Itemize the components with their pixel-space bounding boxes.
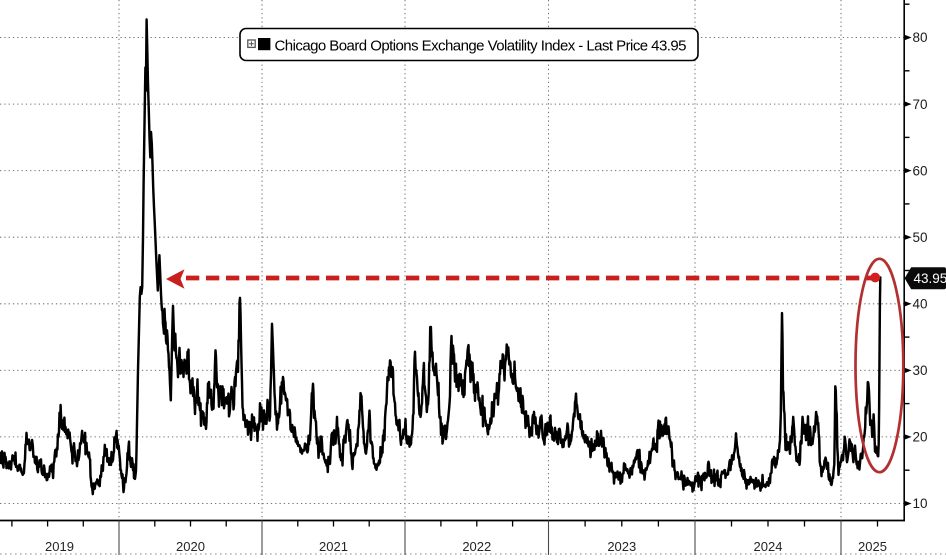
svg-text:Chicago Board Options Exchange: Chicago Board Options Exchange Volatilit… [275,37,687,54]
svg-text:2022: 2022 [462,539,491,554]
svg-text:2024: 2024 [754,539,783,554]
svg-text:20: 20 [913,430,928,445]
svg-text:10: 10 [913,496,928,511]
svg-text:70: 70 [913,97,928,112]
svg-text:43.95: 43.95 [914,271,946,286]
svg-text:2019: 2019 [45,539,74,554]
svg-text:30: 30 [913,363,928,378]
svg-text:60: 60 [913,163,928,178]
svg-text:40: 40 [913,297,928,312]
svg-text:2020: 2020 [176,539,205,554]
svg-text:2021: 2021 [319,539,348,554]
svg-text:2025: 2025 [858,539,887,554]
svg-text:50: 50 [913,230,928,245]
svg-text:80: 80 [913,30,928,45]
svg-text:2023: 2023 [607,539,636,554]
